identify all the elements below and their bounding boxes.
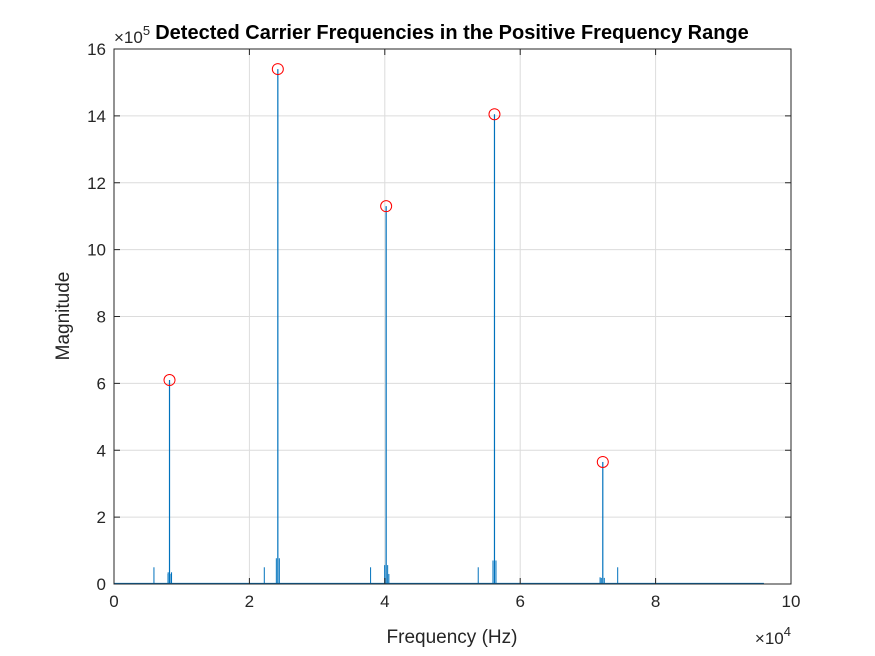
detected-peak-marker	[163, 374, 176, 387]
detected-peak-marker	[380, 200, 393, 213]
x-tick-label: 8	[651, 592, 660, 611]
x-tick-label: 10	[782, 592, 801, 611]
y-tick-label: 4	[97, 441, 106, 460]
detected-peak-marker	[271, 63, 284, 76]
x-tick-label: 4	[380, 592, 389, 611]
x-axis-label: Frequency (Hz)	[387, 627, 518, 648]
y-tick-label: 14	[87, 107, 106, 126]
x-exponent-multiplier: ×104	[755, 624, 791, 648]
y-exponent-multiplier: ×105	[114, 23, 150, 47]
y-tick-label: 8	[97, 308, 106, 327]
chart-title: Detected Carrier Frequencies in the Posi…	[155, 22, 749, 44]
x-tick-label: 6	[515, 592, 524, 611]
axis-ticks: 0 2 4 6 8 10 0 2 4 6 8 10 12 14 16	[87, 40, 800, 611]
detected-peak-marker	[488, 108, 501, 121]
y-tick-label: 2	[97, 508, 106, 527]
x-tick-label: 0	[109, 592, 118, 611]
y-axis-label: Magnitude	[53, 272, 74, 361]
y-tick-label: 10	[87, 241, 106, 260]
x-tick-label: 2	[245, 592, 254, 611]
detected-peak-marker	[596, 455, 609, 468]
y-tick-label: 16	[87, 40, 106, 59]
peak-markers	[163, 63, 609, 468]
grid-lines	[114, 49, 791, 584]
y-exponent: 5	[143, 23, 150, 38]
y-tick-label: 6	[97, 374, 106, 393]
y-tick-label: 12	[87, 174, 106, 193]
x-exponent: 4	[784, 624, 791, 639]
y-tick-label: 0	[97, 575, 106, 594]
